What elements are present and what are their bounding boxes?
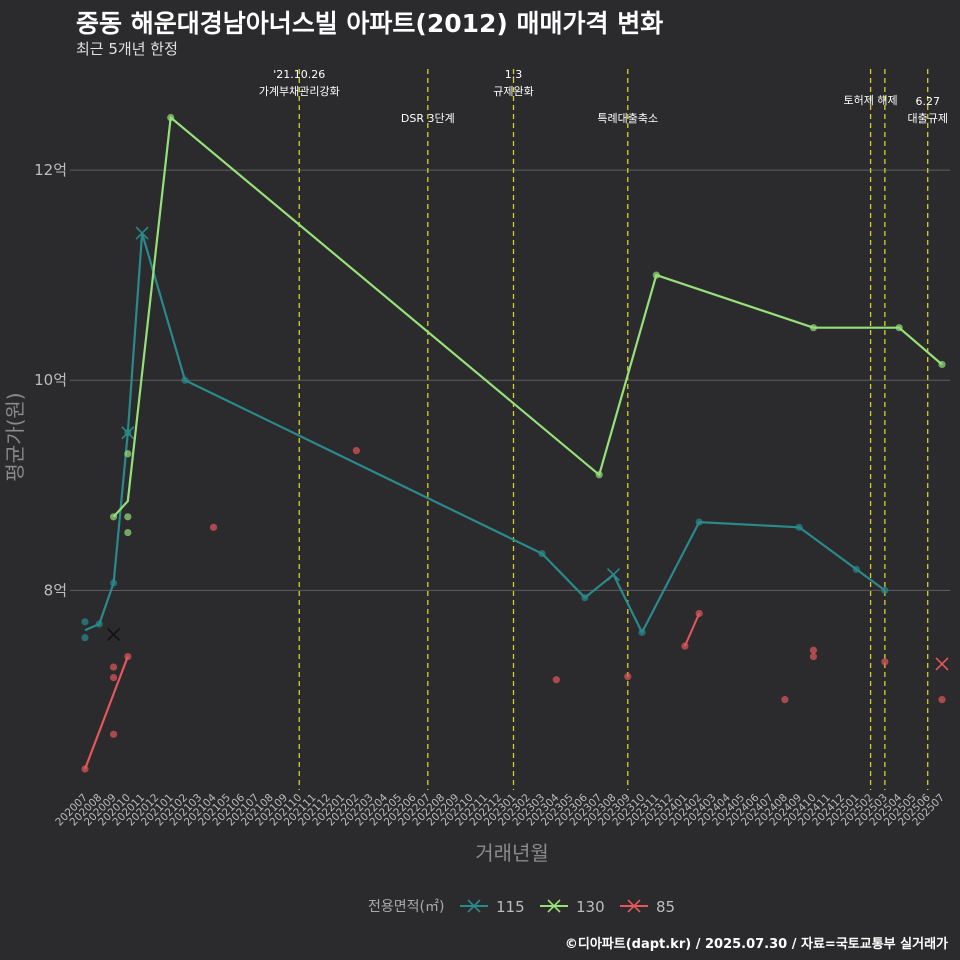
cross-marker-115 [121,426,135,440]
event-label: 토허제 해제 [844,93,898,107]
data-point-85 [881,658,889,666]
y-axis-title: 평균가(원) [3,392,27,481]
data-point-115 [95,620,103,628]
event-label: 규제완화 [493,85,533,98]
series-130 [109,113,946,537]
series-85 [81,447,949,773]
x-axis-ticks: 2020072020082020092020102020112020122021… [53,791,947,828]
series-line-115 [84,232,886,634]
data-point-130 [167,113,175,122]
event-label: 1.3 [505,68,523,81]
data-point-130 [595,471,603,479]
legend-title: 전용면적(㎡) [368,899,444,915]
cross-marker-85 [935,657,949,671]
legend-label-115: 115 [496,898,525,916]
data-point-85 [695,609,703,618]
legend-key-cross [547,899,561,913]
data-point-85 [81,765,89,773]
data-point-130 [652,271,660,279]
data-point-85 [109,730,118,738]
series-115 [81,226,889,642]
data-point-85 [109,663,118,671]
data-point-85 [938,696,946,704]
data-point-115 [81,634,89,642]
legend-key-cross [467,899,481,913]
data-point-85 [624,672,632,681]
legend-label-85: 85 [656,898,675,916]
data-point-115 [81,618,89,626]
data-point-85 [124,652,132,661]
data-point-85 [809,652,818,661]
data-point-115 [581,594,589,602]
data-point-130 [124,513,132,521]
event-label: 대출규제 [907,112,947,125]
event-label: 6.27 [915,95,940,108]
data-point-115 [695,518,703,526]
cross-marker-115 [107,627,121,642]
series-line-130 [112,116,943,518]
data-point-115 [852,565,860,573]
data-point-115 [538,549,546,558]
event-label: '21.10.26 [273,68,325,81]
cross-marker-115 [606,568,621,582]
series-layer [81,113,949,773]
data-point-115 [881,586,889,594]
data-point-85 [209,523,218,531]
grid-layer [70,169,950,591]
y-axis-ticks: 8억 10억 12억 [34,161,67,599]
data-point-85 [681,642,689,650]
credit-line: ©디아파트(dapt.kr) / 2025.07.30 / 자료=국토교통부 실… [564,937,948,952]
data-point-85 [352,447,360,455]
series-segment-85 [683,613,701,647]
data-point-130 [124,528,132,537]
data-point-115 [795,523,803,531]
y-tick-label: 10억 [34,371,67,389]
data-point-85 [781,696,789,704]
data-point-130 [109,513,118,521]
data-point-130 [809,324,818,332]
data-point-85 [809,646,818,654]
event-label: 가계부채관리강화 [259,85,340,98]
x-axis-title: 거래년월 [475,841,549,865]
legend-label-130: 130 [576,898,605,916]
cross-marker-115 [135,226,149,240]
legend-key-cross [627,899,641,913]
chart-subtitle: 최근 5개년 한정 [76,40,178,58]
data-point-130 [124,450,132,458]
data-point-130 [938,360,946,369]
event-label: 특례대출축소 [597,112,658,125]
data-point-115 [109,579,118,587]
series-line-85 [83,656,129,770]
data-point-85 [109,673,118,682]
data-point-115 [638,628,646,636]
data-point-130 [895,324,903,332]
y-tick-label: 8억 [44,581,67,599]
data-point-115 [181,376,189,384]
legend: 전용면적(㎡) 115 130 85 [368,898,675,916]
event-label: DSR 3단계 [401,112,455,125]
data-point-85 [552,676,560,684]
y-tick-label: 12억 [34,161,67,179]
chart-title: 중동 해운대경남아너스빌 아파트(2012) 매매가격 변화 [76,9,664,38]
